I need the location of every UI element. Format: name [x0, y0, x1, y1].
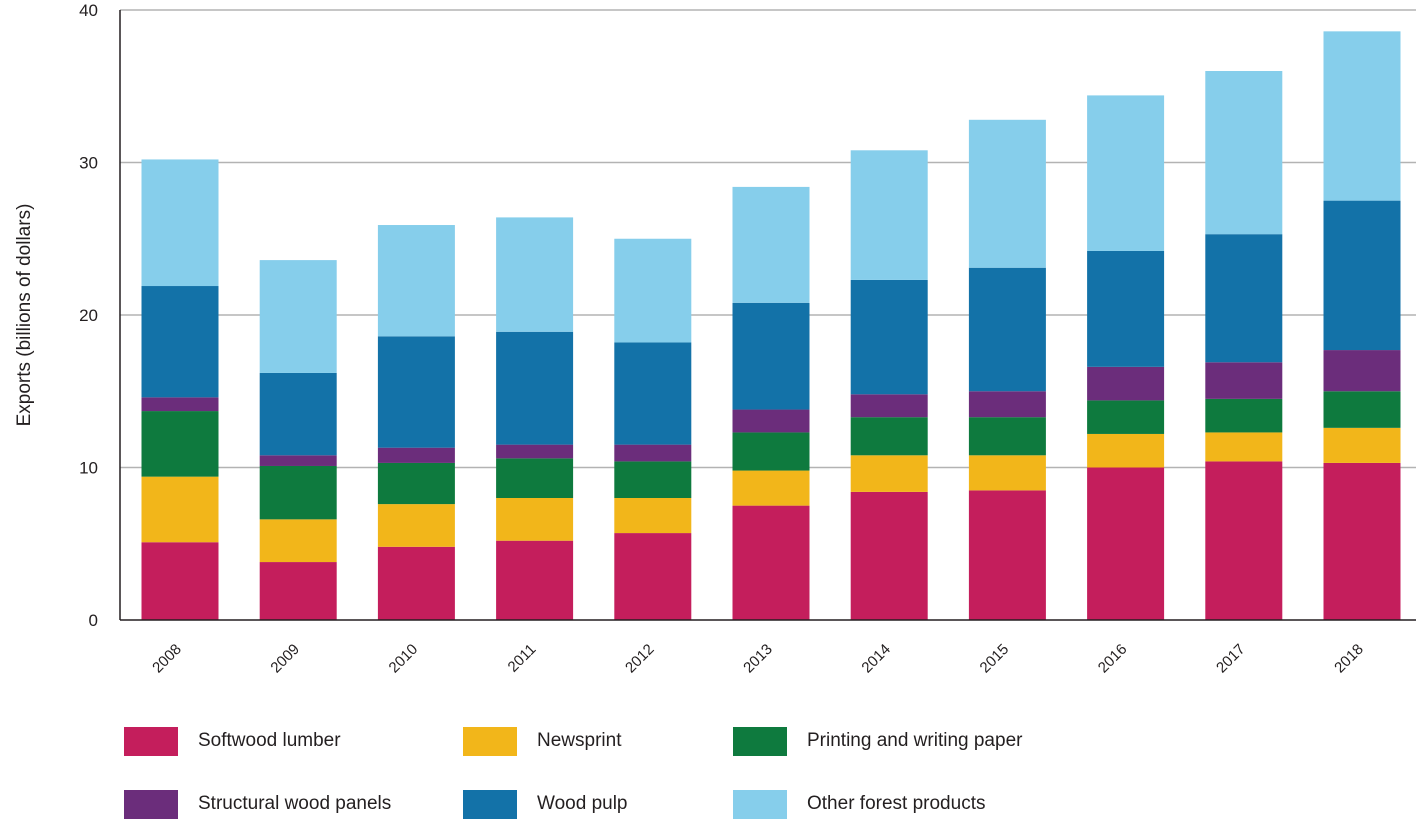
bar-wood-pulp-2016 — [1087, 250, 1165, 367]
bar-other-forest-products-2013 — [732, 186, 810, 303]
x-tick-label: 2014 — [858, 641, 894, 677]
bar-wood-pulp-2013 — [732, 302, 810, 410]
bar-softwood-lumber-2008 — [141, 542, 219, 620]
bar-structural-wood-panels-2010 — [377, 447, 455, 463]
bars — [141, 31, 1401, 620]
y-tick-label: 40 — [79, 1, 98, 20]
bar-wood-pulp-2012 — [614, 342, 692, 445]
bar-structural-wood-panels-2016 — [1087, 366, 1165, 401]
bar-softwood-lumber-2016 — [1087, 467, 1165, 620]
bar-printing-and-writing-paper-2015 — [968, 417, 1046, 456]
bar-structural-wood-panels-2014 — [850, 394, 928, 418]
bar-printing-and-writing-paper-2012 — [614, 461, 692, 498]
bar-structural-wood-panels-2015 — [968, 391, 1046, 418]
bar-other-forest-products-2018 — [1323, 31, 1401, 201]
bar-printing-and-writing-paper-2008 — [141, 411, 219, 477]
bar-other-forest-products-2014 — [850, 150, 928, 280]
bar-wood-pulp-2008 — [141, 286, 219, 398]
bar-printing-and-writing-paper-2011 — [496, 458, 574, 498]
y-tick-label: 30 — [79, 154, 98, 173]
x-tick-label: 2018 — [1331, 641, 1367, 677]
bar-newsprint-2010 — [377, 504, 455, 547]
x-tick-label: 2011 — [505, 641, 540, 676]
bar-printing-and-writing-paper-2016 — [1087, 400, 1165, 434]
bar-printing-and-writing-paper-2010 — [377, 462, 455, 505]
bar-printing-and-writing-paper-2013 — [732, 432, 810, 471]
x-tick-label: 2008 — [149, 641, 185, 677]
bar-wood-pulp-2015 — [968, 267, 1046, 392]
bar-newsprint-2018 — [1323, 427, 1401, 463]
bar-newsprint-2013 — [732, 470, 810, 506]
bar-structural-wood-panels-2017 — [1205, 362, 1283, 399]
bar-newsprint-2015 — [968, 455, 1046, 491]
bar-newsprint-2017 — [1205, 432, 1283, 462]
bar-newsprint-2009 — [259, 519, 337, 563]
axes — [119, 10, 1416, 621]
y-axis-title: Exports (billions of dollars) — [14, 204, 35, 427]
bar-wood-pulp-2011 — [496, 331, 574, 445]
bar-softwood-lumber-2018 — [1323, 462, 1401, 620]
bar-newsprint-2012 — [614, 498, 692, 534]
y-tick-label: 0 — [89, 611, 98, 630]
bar-softwood-lumber-2014 — [850, 491, 928, 620]
y-tick-label: 20 — [79, 306, 98, 325]
bar-printing-and-writing-paper-2014 — [850, 417, 928, 456]
bar-structural-wood-panels-2008 — [141, 397, 219, 412]
x-tick-label: 2016 — [1095, 641, 1131, 677]
bar-wood-pulp-2018 — [1323, 200, 1401, 351]
x-tick-label: 2009 — [267, 641, 303, 677]
bar-newsprint-2014 — [850, 455, 928, 492]
x-tick-label: 2013 — [740, 641, 776, 677]
x-tick-label: 2010 — [386, 641, 422, 677]
bar-other-forest-products-2011 — [496, 217, 574, 332]
bar-other-forest-products-2009 — [259, 260, 337, 373]
bar-softwood-lumber-2013 — [732, 505, 810, 620]
bar-newsprint-2008 — [141, 476, 219, 543]
x-tick-label: 2012 — [622, 641, 658, 677]
bar-softwood-lumber-2015 — [968, 490, 1046, 620]
bar-wood-pulp-2014 — [850, 279, 928, 395]
bar-softwood-lumber-2010 — [377, 546, 455, 620]
x-tick-label: 2017 — [1213, 641, 1249, 677]
bar-structural-wood-panels-2009 — [259, 455, 337, 466]
bar-printing-and-writing-paper-2018 — [1323, 391, 1401, 428]
x-tick-label: 2015 — [977, 641, 1013, 677]
bar-wood-pulp-2009 — [259, 372, 337, 456]
bar-wood-pulp-2017 — [1205, 234, 1283, 363]
bar-structural-wood-panels-2013 — [732, 409, 810, 433]
x-tick-labels: 2008 2009 2010 2011 2012 2013 2014 2015 2016 2017… — [149, 641, 1367, 677]
bar-other-forest-products-2015 — [968, 119, 1046, 268]
bar-wood-pulp-2010 — [377, 336, 455, 448]
bar-structural-wood-panels-2011 — [496, 444, 574, 459]
bar-other-forest-products-2008 — [141, 159, 219, 287]
y-tick-label: 10 — [79, 459, 98, 478]
bar-newsprint-2016 — [1087, 433, 1165, 468]
bar-printing-and-writing-paper-2009 — [259, 465, 337, 520]
bar-newsprint-2011 — [496, 498, 574, 541]
bar-printing-and-writing-paper-2017 — [1205, 398, 1283, 433]
bar-other-forest-products-2012 — [614, 238, 692, 343]
bar-softwood-lumber-2012 — [614, 533, 692, 620]
bar-other-forest-products-2010 — [377, 225, 455, 337]
bar-other-forest-products-2016 — [1087, 95, 1165, 251]
y-tick-labels: 0 10 20 30 40 — [79, 1, 98, 630]
bar-softwood-lumber-2009 — [259, 562, 337, 620]
bar-structural-wood-panels-2018 — [1323, 350, 1401, 392]
bar-other-forest-products-2017 — [1205, 71, 1283, 235]
bar-softwood-lumber-2017 — [1205, 461, 1283, 620]
bar-softwood-lumber-2011 — [496, 540, 574, 620]
bar-structural-wood-panels-2012 — [614, 444, 692, 462]
